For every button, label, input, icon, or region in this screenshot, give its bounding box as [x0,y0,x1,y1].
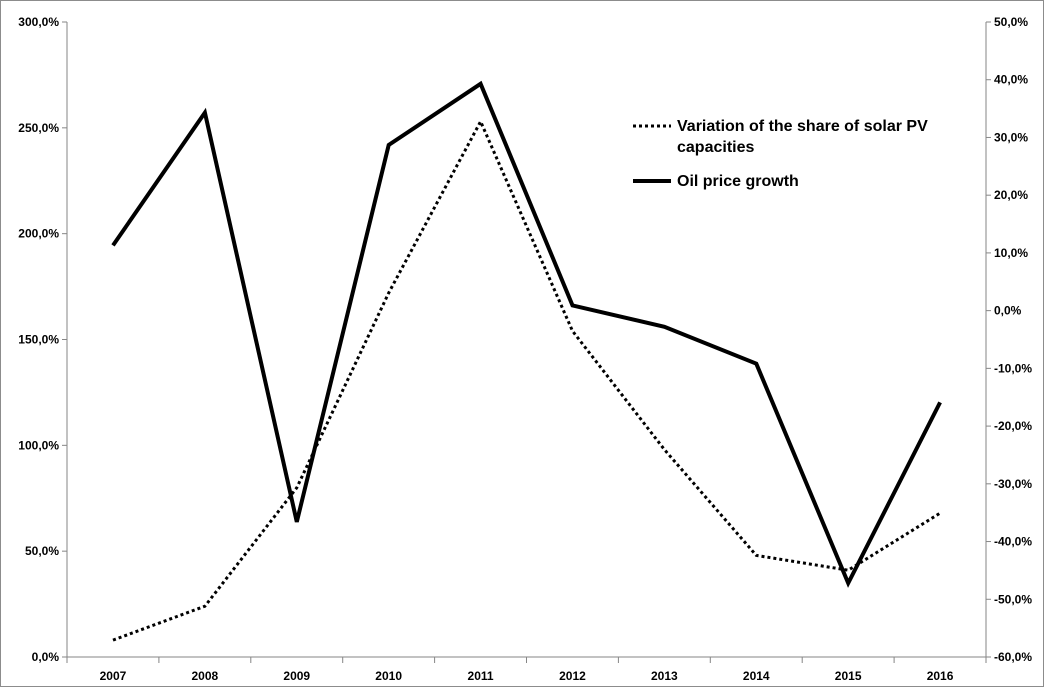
left-tick-label: 150,0% [18,333,59,347]
left-tick-label: 200,0% [18,227,59,241]
oil-price-growth-line [113,84,940,583]
right-tick-label: 10,0% [994,246,1028,260]
left-tick-label: 300,0% [18,15,59,29]
x-tick-label: 2010 [375,669,402,683]
x-axis-ticks: 2007 2008 2009 2010 2011 2012 2013 2014 2015 2016 [67,657,986,683]
x-tick-label: 2015 [835,669,862,683]
right-tick-label: -50,0% [994,592,1032,606]
left-axis-ticks: 0,0% 50,0% 100,0% 150,0% 200,0% 250,0% 300,0% [18,15,67,664]
x-tick-label: 2016 [927,669,954,683]
right-tick-label: 50,0% [994,15,1028,29]
right-tick-label: -20,0% [994,419,1032,433]
x-tick-label: 2012 [559,669,586,683]
left-tick-label: 100,0% [18,438,59,452]
right-axis-ticks: -60,0% -50,0% -40,0% -30,0% -20,0% -10,0% 0,0%… [986,15,1032,664]
legend: Variation of the share of solar PV capaci… [633,118,928,190]
right-tick-label: -60,0% [994,650,1032,664]
left-tick-label: 0,0% [32,650,60,664]
x-tick-label: 2007 [100,669,127,683]
right-tick-label: -30,0% [994,477,1032,491]
series-lines [113,84,940,640]
legend-label-solar-line1: Variation of the share of solar PV [677,118,928,135]
right-tick-label: -40,0% [994,535,1032,549]
right-tick-label: 20,0% [994,188,1028,202]
right-tick-label: 40,0% [994,73,1028,87]
x-tick-label: 2014 [743,669,770,683]
right-tick-label: -10,0% [994,361,1032,375]
legend-label-oil: Oil price growth [677,173,799,190]
right-tick-label: 30,0% [994,130,1028,144]
x-tick-label: 2013 [651,669,678,683]
x-tick-label: 2008 [191,669,218,683]
legend-label-solar-line2: capacities [677,139,754,156]
x-tick-label: 2009 [283,669,310,683]
left-tick-label: 250,0% [18,121,59,135]
left-tick-label: 50,0% [25,544,59,558]
right-tick-label: 0,0% [994,304,1022,318]
x-tick-label: 2011 [468,669,494,683]
